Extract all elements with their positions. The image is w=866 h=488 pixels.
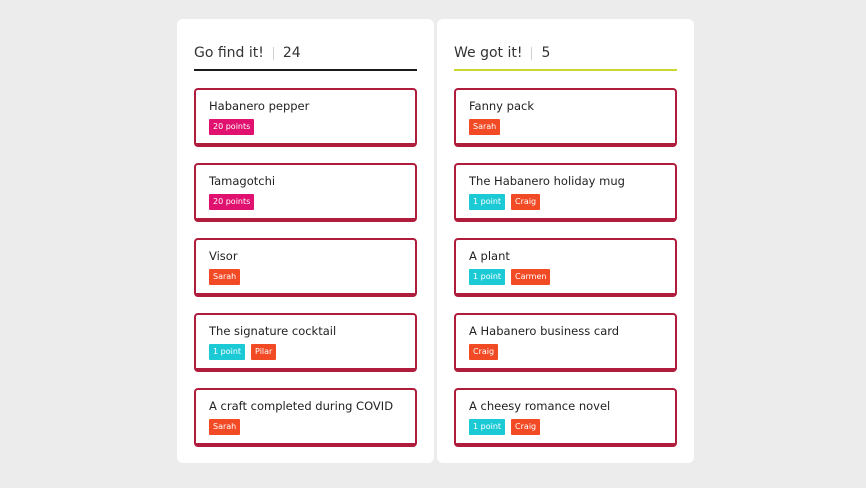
column-header: Go find it! 24 (194, 35, 417, 71)
card[interactable]: The signature cocktail 1 point Pilar (194, 313, 417, 372)
column-title: Go find it! (194, 45, 264, 61)
column-rule (454, 69, 677, 71)
card[interactable]: Visor Sarah (194, 238, 417, 297)
card-tags: Craig (469, 344, 662, 360)
tag-label: Craig (511, 194, 541, 210)
card-tags: Sarah (209, 269, 402, 285)
card[interactable]: A cheesy romance novel 1 point Craig (454, 388, 677, 447)
tag-label: 20 points (209, 119, 255, 135)
column-header: We got it! 5 (454, 35, 677, 71)
card-tags: 1 point Craig (469, 419, 662, 435)
card-tags: 1 point Carmen (469, 269, 662, 285)
card-tags: 20 points (209, 194, 402, 210)
card-tags: Sarah (469, 119, 662, 135)
tag-label: Sarah (209, 419, 241, 435)
card-title: The signature cocktail (209, 324, 337, 338)
card[interactable]: The Habanero holiday mug 1 point Craig (454, 163, 677, 222)
card-title: A cheesy romance novel (469, 399, 611, 413)
card[interactable]: Fanny pack Sarah (454, 88, 677, 147)
tag-label: 1 point (469, 194, 506, 210)
card-title: A Habanero business card (469, 324, 620, 338)
card-list: Habanero pepper 20 points Tamagotchi 20 poi… (194, 88, 417, 463)
card-title: A plant (469, 249, 510, 263)
column-rule (194, 69, 417, 71)
card-title: Fanny pack (469, 99, 534, 113)
tag-label: 20 points (209, 194, 255, 210)
tag-label: Craig (469, 344, 499, 360)
card-title: The Habanero holiday mug (469, 174, 625, 188)
column-go-find-it: Go find it! 24 Habanero pepper 20 points T… (177, 19, 434, 463)
card[interactable]: A plant 1 point Carmen (454, 238, 677, 297)
card-title: A craft completed during COVID (209, 399, 394, 413)
tag-label: Craig (511, 419, 541, 435)
card[interactable]: A craft completed during COVID Sarah (194, 388, 417, 447)
tag-label: 1 point (469, 269, 506, 285)
column-we-got-it: We got it! 5 Fanny pack Sarah The Habanero… (437, 19, 694, 463)
tag-label: Pilar (251, 344, 277, 360)
card-tags: Sarah (209, 419, 402, 435)
card-title: Habanero pepper (209, 99, 310, 113)
column-count: 24 (282, 45, 301, 61)
tag-label: 1 point (209, 344, 246, 360)
card-title: Tamagotchi (209, 174, 276, 188)
column-title: We got it! (454, 45, 523, 61)
card-tags: 1 point Craig (469, 194, 662, 210)
tag-label: Sarah (469, 119, 501, 135)
tag-label: Sarah (209, 269, 241, 285)
card[interactable]: A Habanero business card Craig (454, 313, 677, 372)
card[interactable]: Habanero pepper 20 points (194, 88, 417, 147)
header-divider (272, 46, 274, 60)
header-divider (531, 46, 533, 60)
column-count: 5 (541, 45, 551, 61)
card-list: Fanny pack Sarah The Habanero holiday mug 1… (454, 88, 677, 463)
card[interactable]: Tamagotchi 20 points (194, 163, 417, 222)
card-tags: 20 points (209, 119, 402, 135)
card-tags: 1 point Pilar (209, 344, 402, 360)
tag-label: Carmen (511, 269, 551, 285)
card-title: Visor (209, 249, 238, 263)
tag-label: 1 point (469, 419, 506, 435)
